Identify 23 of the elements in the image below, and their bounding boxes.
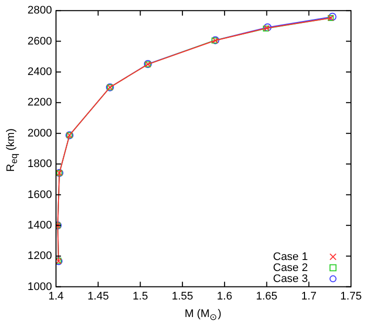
- y-tick-label: 1400: [28, 219, 52, 232]
- x-tick-label: 1.6: [216, 290, 232, 302]
- y-tick-label: 1200: [28, 250, 52, 262]
- point: [328, 12, 336, 21]
- x-tick-label: 1.75: [340, 290, 362, 302]
- y-tick-label: 2400: [28, 66, 52, 78]
- x-tick-label: 1.45: [87, 290, 109, 302]
- y-tick-label: 1800: [28, 158, 52, 170]
- x-tick-label: 1.7: [301, 290, 317, 302]
- y-tick-label: 1000: [28, 280, 52, 293]
- x-tick-label: 1.5: [132, 290, 148, 302]
- y-tick-label: 2800: [28, 4, 52, 17]
- legend-label: Case 3: [273, 272, 308, 285]
- y-tick-label: 1600: [28, 188, 52, 201]
- legend-label: Case 2: [273, 262, 308, 274]
- legend-label: Case 1: [273, 250, 308, 263]
- y-tick-label: 2000: [28, 127, 52, 140]
- x-tick-label: 1.55: [172, 290, 194, 302]
- x-tick-label: 1.65: [256, 290, 278, 302]
- x-tick-label: 1.4: [48, 290, 64, 302]
- y-tick-label: 2600: [28, 35, 52, 48]
- y-tick-label: 2200: [28, 96, 52, 109]
- x-axis-title: M (M$_{⊙}$): [184, 308, 222, 322]
